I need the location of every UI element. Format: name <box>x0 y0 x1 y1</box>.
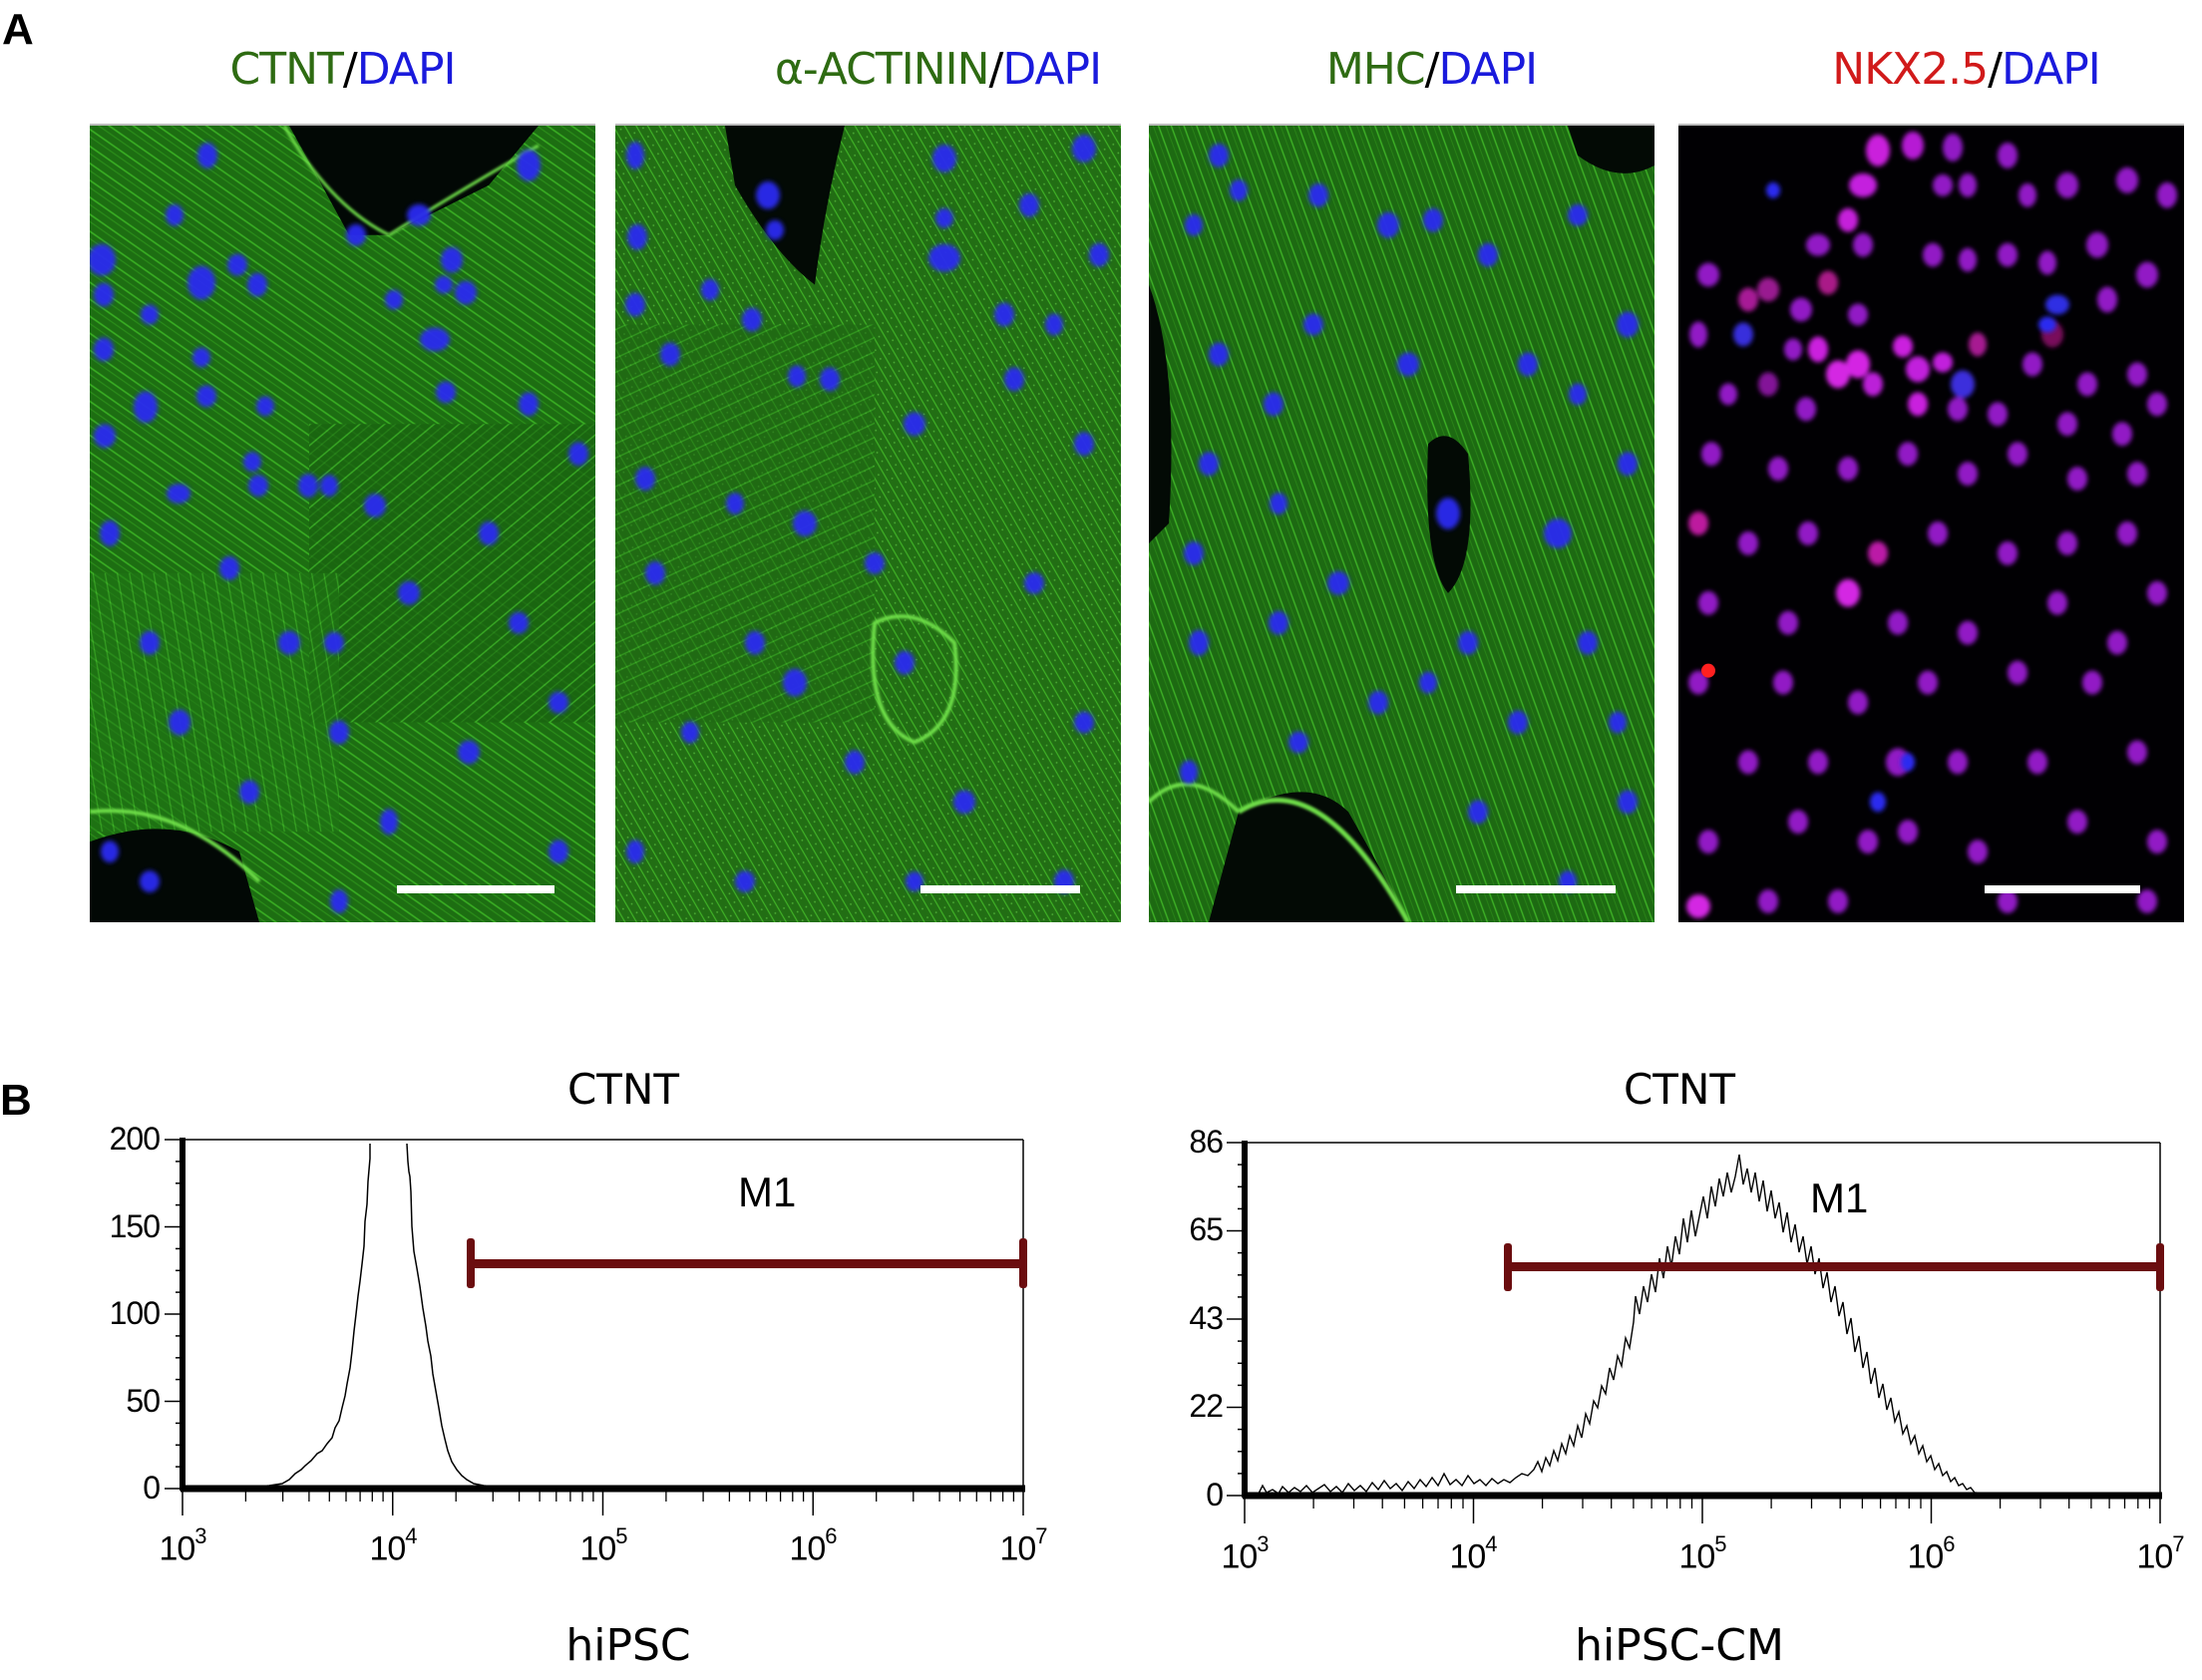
chart-1-xtick: 107 <box>983 1523 1063 1568</box>
separator: / <box>1424 44 1440 95</box>
tick-base: 10 <box>2136 1537 2173 1576</box>
chart-2-xtick: 106 <box>1891 1531 1971 1576</box>
marker-label: CTNT <box>229 44 344 95</box>
chart-2-xlabel: hiPSC-CM <box>1575 1620 1784 1671</box>
scale-bar <box>1985 885 2140 893</box>
separator: / <box>988 44 1004 95</box>
micrograph-ctnt-image <box>90 126 595 922</box>
tick-exponent: 6 <box>825 1523 837 1548</box>
micrograph-mhc-image <box>1149 126 1654 922</box>
tick-exponent: 5 <box>1714 1531 1726 1556</box>
marker-label: NKX2.5 <box>1832 44 1989 95</box>
micrograph-alpha-actinin-image <box>615 126 1121 922</box>
micrograph-alpha-actinin <box>615 124 1121 922</box>
tick-exponent: 4 <box>1485 1531 1497 1556</box>
chart-2-xtick: 103 <box>1205 1531 1284 1576</box>
marker-label: MHC <box>1325 44 1426 95</box>
tick-exponent: 4 <box>405 1523 417 1548</box>
chart-1-ytick: 100 <box>109 1295 161 1331</box>
chart-2-xtick: 107 <box>2120 1531 2200 1576</box>
tick-exponent: 5 <box>615 1523 627 1548</box>
scale-bar <box>920 885 1080 893</box>
chart-2-gate-label: M1 <box>1810 1175 1869 1221</box>
tick-base: 10 <box>579 1529 616 1568</box>
chart-1-ytick: 200 <box>109 1121 161 1157</box>
image-title-actinin: α-ACTININ/DAPI <box>615 40 1121 100</box>
counterstain-label: DAPI <box>1438 44 1538 95</box>
tick-exponent: 7 <box>2172 1531 2184 1556</box>
chart-2-ytick: 86 <box>1189 1124 1224 1160</box>
tick-exponent: 6 <box>1943 1531 1955 1556</box>
chart-2-ytick: 22 <box>1189 1388 1224 1424</box>
tick-exponent: 3 <box>1257 1531 1269 1556</box>
chart-1-title: CTNT <box>566 1065 680 1114</box>
chart-2-ytick: 65 <box>1189 1211 1224 1247</box>
chart-2-xtick: 104 <box>1433 1531 1513 1576</box>
tick-exponent: 7 <box>1035 1523 1047 1548</box>
chart-2-ytick: 0 <box>1206 1477 1224 1512</box>
micrograph-nkx25 <box>1678 124 2184 922</box>
counterstain-label: DAPI <box>2002 44 2101 95</box>
counterstain-label: DAPI <box>1002 44 1102 95</box>
micrograph-nkx25-image <box>1678 126 2184 922</box>
chart-1-ytick: 50 <box>126 1383 161 1419</box>
tick-base: 10 <box>1449 1537 1486 1576</box>
image-title-nkx25: NKX2.5/DAPI <box>1678 40 2184 100</box>
separator: / <box>1988 44 2003 95</box>
scale-bar <box>397 885 554 893</box>
chart-1-gate-label: M1 <box>738 1169 797 1215</box>
chart-2-xtick: 105 <box>1662 1531 1742 1576</box>
panel-label-b: B <box>0 1076 32 1125</box>
chart-1-xtick: 106 <box>773 1523 853 1568</box>
tick-base: 10 <box>369 1529 406 1568</box>
chart-2-ytick: 43 <box>1189 1300 1224 1336</box>
scale-bar <box>1456 885 1616 893</box>
tick-base: 10 <box>999 1529 1036 1568</box>
panel-label-a: A <box>2 5 34 54</box>
chart-1-xtick: 103 <box>143 1523 222 1568</box>
chart-2-title: CTNT <box>1623 1065 1736 1114</box>
image-title-ctnt: CTNT/DAPI <box>90 40 595 100</box>
chart-1-xtick: 104 <box>353 1523 433 1568</box>
chart-1-xtick: 105 <box>563 1523 643 1568</box>
tick-exponent: 3 <box>194 1523 206 1548</box>
chart-1-ytick: 0 <box>143 1470 161 1506</box>
image-title-mhc: MHC/DAPI <box>1149 40 1654 100</box>
tick-base: 10 <box>159 1529 195 1568</box>
tick-base: 10 <box>789 1529 826 1568</box>
counterstain-label: DAPI <box>356 44 457 95</box>
micrograph-ctnt <box>90 124 595 922</box>
tick-base: 10 <box>1907 1537 1944 1576</box>
chart-1-ytick: 150 <box>109 1208 161 1244</box>
chart-1-xlabel: hiPSC <box>565 1620 691 1671</box>
tick-base: 10 <box>1221 1537 1258 1576</box>
separator: / <box>342 44 358 95</box>
marker-label: α-ACTININ <box>774 44 990 95</box>
tick-base: 10 <box>1678 1537 1715 1576</box>
micrograph-mhc <box>1149 124 1654 922</box>
